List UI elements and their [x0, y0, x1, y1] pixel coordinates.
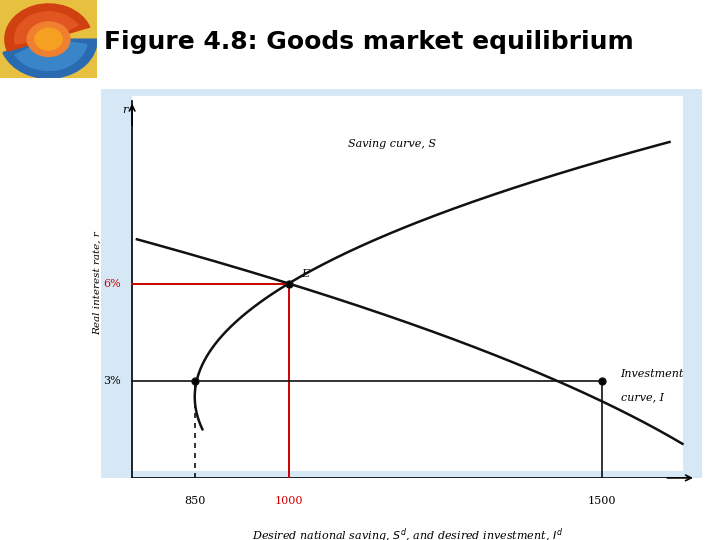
FancyBboxPatch shape — [132, 96, 683, 471]
Text: 3%: 3% — [103, 376, 121, 386]
Text: 6%: 6% — [103, 279, 121, 288]
Text: Desired national saving, $S^d$, and desired investment, $I^d$: Desired national saving, $S^d$, and desi… — [252, 526, 563, 540]
Wedge shape — [14, 12, 78, 44]
Circle shape — [35, 28, 62, 50]
Text: 850: 850 — [184, 496, 205, 506]
Text: Figure 4.8: Goods market equilibrium: Figure 4.8: Goods market equilibrium — [104, 30, 634, 53]
Text: 1000: 1000 — [274, 496, 303, 506]
Text: 4-59: 4-59 — [685, 520, 709, 530]
Text: Real interest rate, r: Real interest rate, r — [93, 232, 102, 335]
Wedge shape — [3, 39, 97, 78]
Text: Investment: Investment — [621, 369, 684, 379]
Text: E: E — [301, 268, 310, 279]
Wedge shape — [5, 4, 90, 51]
Text: r: r — [122, 105, 127, 114]
Text: Copyright © 2017 Pearson Education, Inc. All rights reserved.: Copyright © 2017 Pearson Education, Inc.… — [11, 520, 333, 530]
Circle shape — [27, 22, 70, 56]
Text: 1500: 1500 — [588, 496, 616, 506]
Text: Saving curve, S: Saving curve, S — [348, 139, 436, 149]
Text: curve, I: curve, I — [621, 392, 664, 402]
Wedge shape — [15, 39, 87, 70]
